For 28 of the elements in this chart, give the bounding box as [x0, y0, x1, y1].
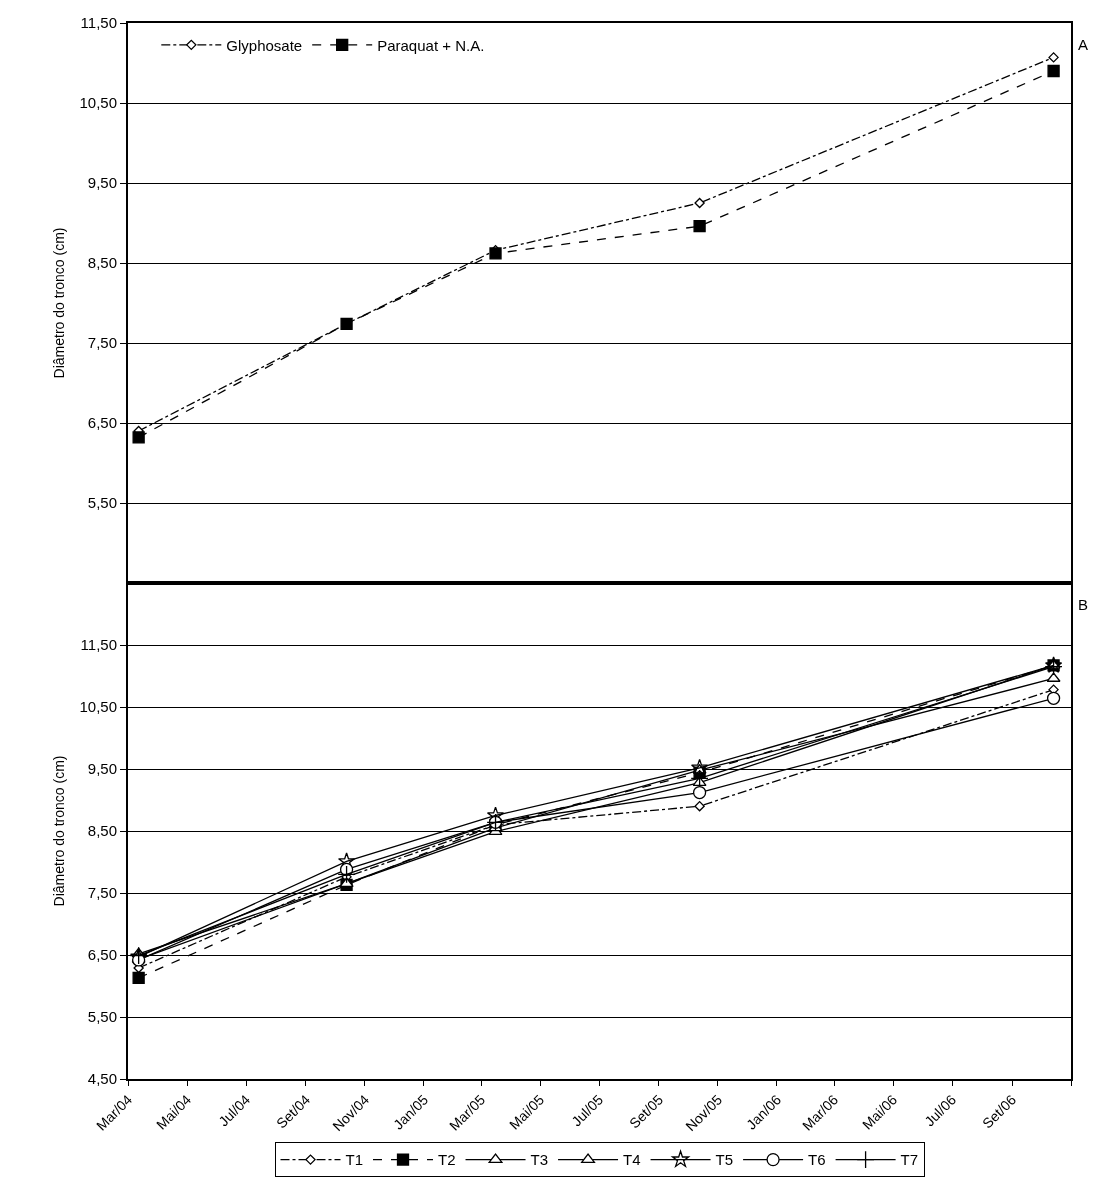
y-tick-label: 9,50 — [87, 174, 117, 192]
legend-label: T1 — [345, 1151, 364, 1169]
y-tick-label: 5,50 — [87, 494, 117, 512]
y-tick-label: 6,50 — [87, 946, 117, 964]
y-tick-label: 9,50 — [87, 760, 117, 778]
y-tick-label: 8,50 — [87, 254, 117, 272]
legend-label: T7 — [900, 1151, 919, 1169]
text: A — [1078, 36, 1089, 53]
y-tick-label: 6,50 — [87, 414, 117, 432]
legend-label: T2 — [438, 1151, 456, 1169]
legend-label: Glyphosate — [226, 36, 303, 54]
y-tick-label: 5,50 — [87, 1008, 117, 1026]
legend-label: T4 — [623, 1151, 641, 1169]
y-tick-label: 8,50 — [87, 822, 117, 840]
legend-label: T5 — [715, 1151, 734, 1169]
y-axis-title: Diâmetro do tronco (cm) — [50, 227, 67, 379]
y-tick-label: 11,50 — [80, 636, 117, 654]
legend-label: T6 — [808, 1151, 826, 1169]
y-tick-label: 11,50 — [80, 14, 117, 32]
text: B — [1078, 596, 1089, 613]
y-tick-label: 4,50 — [87, 1070, 117, 1088]
y-axis-title: Diâmetro do tronco (cm) — [50, 755, 67, 907]
y-tick-label: 7,50 — [87, 334, 117, 352]
y-tick-label: 10,50 — [79, 698, 117, 716]
y-tick-label: 7,50 — [87, 884, 117, 902]
legend-label: Paraquat + N.A. — [377, 36, 485, 54]
legend-label: T3 — [530, 1151, 549, 1169]
y-tick-label: 10,50 — [79, 94, 117, 112]
